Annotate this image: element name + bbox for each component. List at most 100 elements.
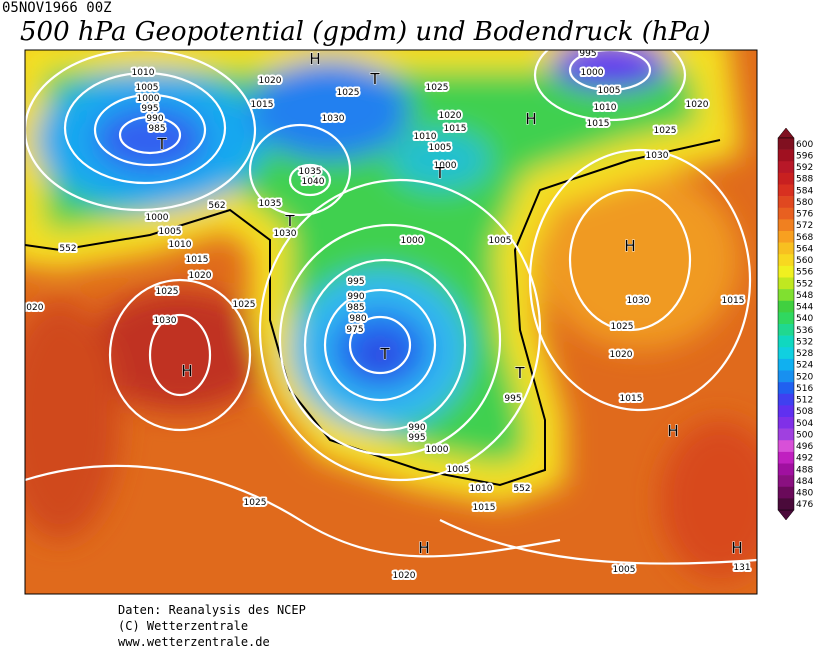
isobar-label: 990: [146, 114, 163, 124]
colorbar-label: 488: [796, 465, 813, 475]
isobar-label: 1025: [233, 300, 256, 310]
isobar-label: 1000: [137, 94, 160, 104]
colorbar-swatch: [778, 219, 794, 232]
isobar-label: 1015: [587, 119, 610, 129]
pressure-center: T: [379, 345, 390, 363]
colorbar-swatch: [778, 312, 794, 325]
map: 101010051000995990985T1020101510251030TH…: [21, 49, 757, 594]
colorbar-label: 580: [796, 198, 813, 208]
isobar-label: 1025: [426, 83, 449, 93]
isobar-label: 1015: [251, 100, 274, 110]
colorbar-frame: [777, 137, 795, 511]
map-frame: [24, 49, 758, 595]
isobar-label: 985: [347, 303, 364, 313]
colorbar-swatch: [778, 184, 794, 197]
colorbar-swatch: [778, 172, 794, 185]
colorbar-swatch: [778, 231, 794, 243]
colorbar-label: 576: [796, 210, 813, 220]
isobar-label: 1035: [259, 199, 282, 209]
isobar-label: 1035: [299, 167, 322, 177]
isobar-label: 552: [59, 244, 76, 254]
pressure-center: H: [181, 362, 192, 380]
isobar-label: 1030: [627, 296, 650, 306]
isobar-label: 1015: [444, 124, 467, 134]
pressure-center: T: [156, 135, 167, 153]
colorbar-label: 512: [796, 396, 813, 406]
colorbar-swatch: [778, 475, 794, 488]
isobar-label: 1005: [159, 227, 182, 237]
isobar-label: 1020: [393, 571, 416, 581]
colorbar-label: 548: [796, 291, 813, 301]
isobar-label: 1000: [146, 213, 169, 223]
isobar-label: 1030: [322, 114, 345, 124]
isobar-label: 1015: [473, 503, 496, 513]
colorbar-label: 508: [796, 407, 813, 417]
isobar-label: 1020: [259, 76, 282, 86]
isobar-label: 985: [148, 124, 165, 134]
pressure-center: T: [284, 212, 295, 230]
isobar-label: 1030: [274, 229, 297, 239]
isobar-label: 1005: [136, 83, 159, 93]
isobar-label: 1020: [21, 303, 44, 313]
colorbar-swatch: [778, 451, 794, 464]
colorbar-label: 524: [796, 361, 813, 371]
isobar-label: 1005: [613, 565, 636, 575]
colorbar-swatch: [778, 196, 794, 209]
isobar-label: 131: [733, 563, 750, 573]
colorbar-swatch: [778, 486, 794, 499]
colorbar-swatch: [778, 335, 794, 348]
colorbar-swatch: [778, 161, 794, 174]
colorbar-label: 588: [796, 175, 813, 185]
colorbar-label: 564: [796, 244, 813, 254]
colorbar-label: 484: [796, 477, 813, 487]
colorbar-swatch: [778, 138, 794, 150]
isobar-label: 1025: [654, 126, 677, 136]
isobar-label: 1020: [686, 100, 709, 110]
pressure-center: T: [434, 164, 445, 182]
colorbar-swatch: [778, 358, 794, 371]
isobar-label: 995: [579, 49, 596, 59]
isobar-label: 995: [408, 433, 425, 443]
colorbar-label: 540: [796, 314, 813, 324]
colorbar-label: 500: [796, 430, 813, 440]
colorbar-label: 568: [796, 233, 813, 243]
date: 05NOV1966 00Z: [2, 0, 112, 16]
isobar-label: 1025: [244, 498, 267, 508]
colorbar-swatch: [778, 463, 794, 476]
colorbar-label: 596: [796, 151, 813, 161]
isobar-label: 1010: [594, 103, 617, 113]
colorbar-swatch: [778, 498, 794, 511]
colorbar-label: 492: [796, 454, 813, 464]
colorbar-label: 600: [796, 140, 813, 150]
colorbar-swatch: [778, 324, 794, 336]
isobar-label: 995: [504, 394, 521, 404]
isobar-label: 1005: [598, 86, 621, 96]
isobar-label: 1020: [189, 271, 212, 281]
colorbar-swatch: [778, 289, 794, 302]
colorbar-label: 476: [796, 500, 813, 510]
colorbar-label: 584: [796, 186, 813, 196]
footer-line: (C) Wetterzentrale: [118, 619, 248, 633]
pressure-center: T: [369, 70, 380, 88]
colorbar-swatch: [778, 370, 794, 383]
colorbar-label: 536: [796, 326, 813, 336]
isobar-label: 1040: [302, 177, 325, 187]
colorbar-swatch: [778, 428, 794, 441]
colorbar-swatch: [778, 265, 794, 278]
isobar-label: 1020: [439, 111, 462, 121]
isobar-label: 1010: [470, 484, 493, 494]
isobar-label: 1015: [186, 255, 209, 265]
isobar-label: 1010: [132, 68, 155, 78]
isobar-label: 1030: [646, 151, 669, 161]
pressure-center: T: [514, 364, 525, 382]
isobar-label: 1030: [154, 316, 177, 326]
isobar-label: 990: [408, 423, 425, 433]
pressure-center: H: [731, 539, 742, 557]
isobar-label: 1000: [581, 68, 604, 78]
pressure-center: H: [667, 422, 678, 440]
colorbar-cap: [777, 509, 795, 521]
isobar-label: 1015: [620, 394, 643, 404]
colorbar-label: 592: [796, 163, 813, 173]
